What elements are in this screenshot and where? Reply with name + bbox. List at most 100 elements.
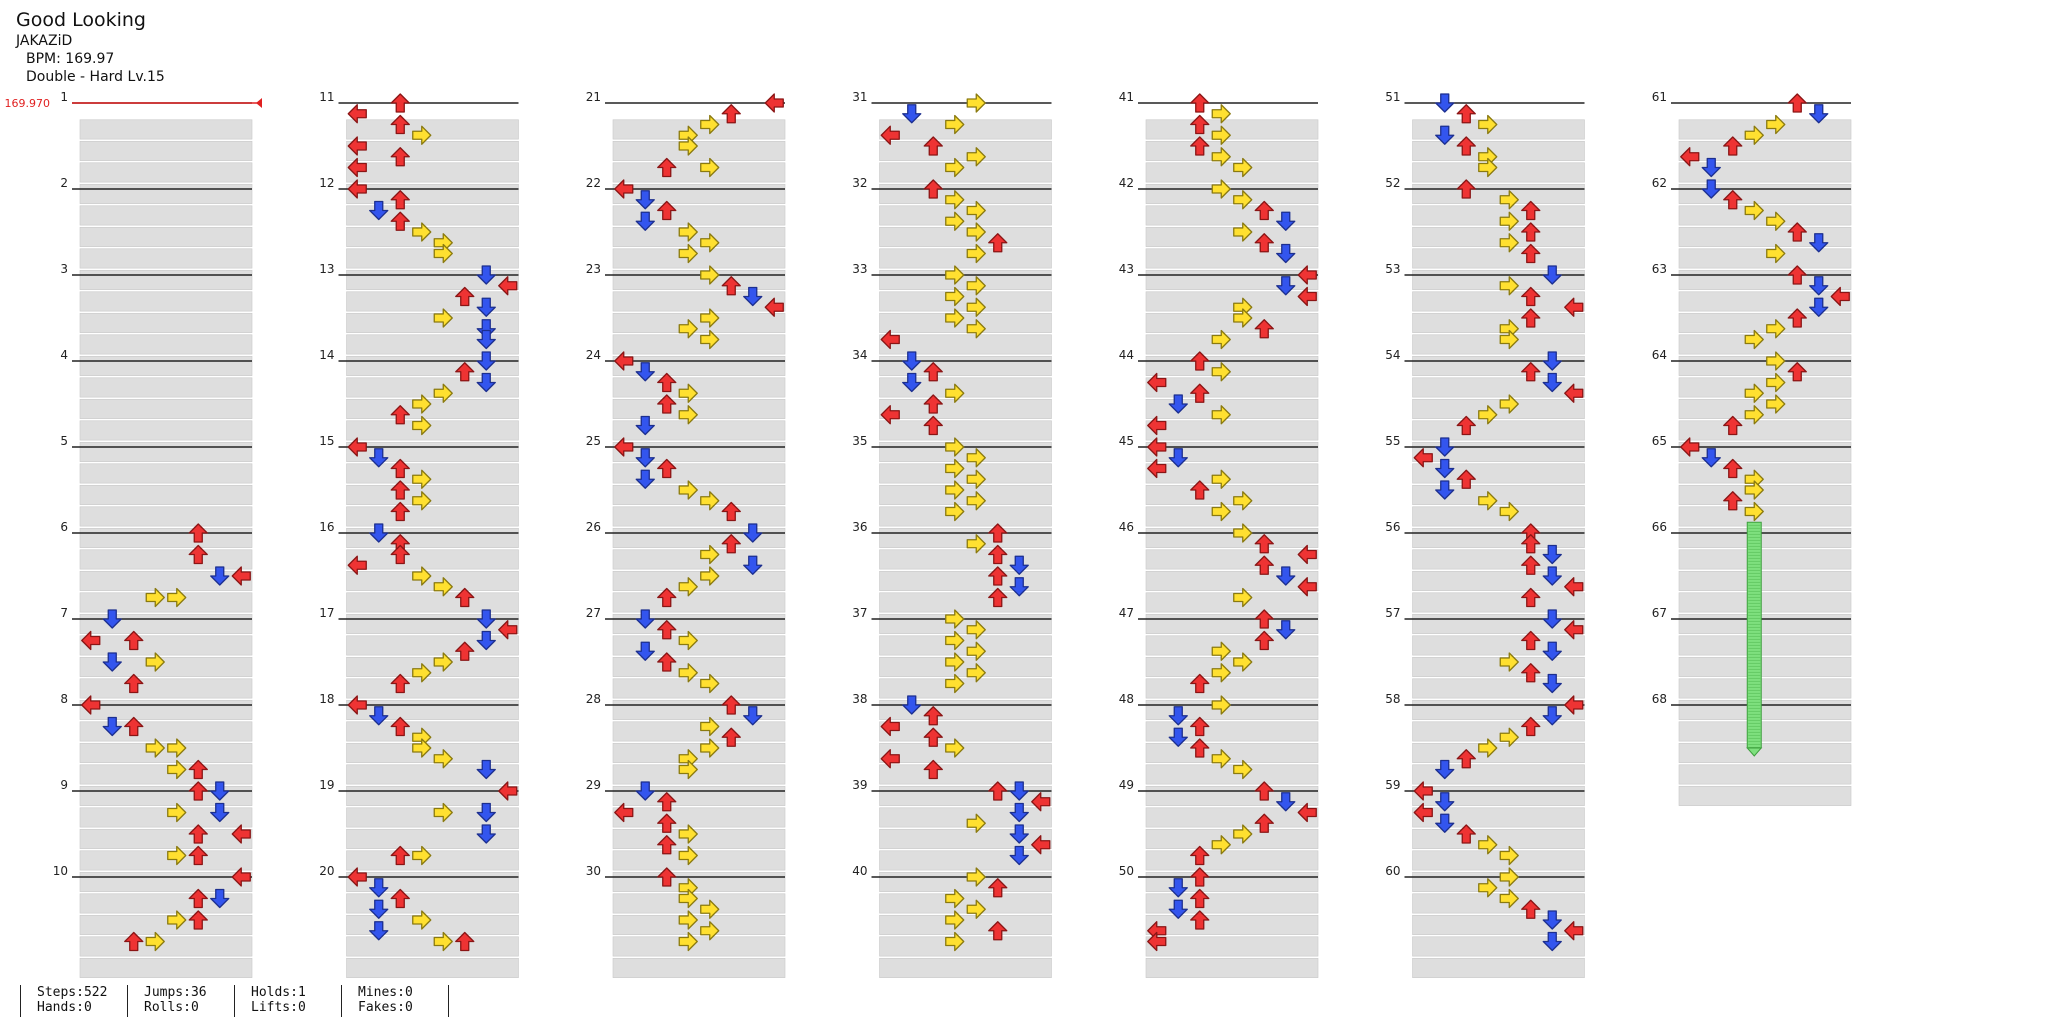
beat-stripe: [79, 721, 253, 742]
arrow-right-icon: [678, 405, 698, 425]
measure-number: 12: [319, 176, 334, 190]
measure-number: 50: [1119, 864, 1134, 878]
arrow-up-icon: [657, 458, 677, 479]
beat-stripe: [79, 678, 253, 699]
beat-stripe: [879, 291, 1052, 312]
arrow-up-icon: [455, 286, 475, 307]
song-bpm: BPM: 169.97: [26, 51, 115, 67]
arrow-right-icon: [433, 802, 453, 823]
arrow-down-icon: [1435, 792, 1455, 812]
arrow-right-icon: [966, 200, 986, 221]
beat-stripe: [1412, 484, 1585, 505]
arrow-up-icon: [657, 652, 677, 672]
beat-stripe: [1145, 291, 1319, 312]
beat-stripe: [1145, 828, 1319, 849]
beat-stripe: [1678, 764, 1852, 785]
beat-stripe: [1145, 527, 1319, 548]
arrow-up-icon: [1723, 491, 1743, 511]
arrow-up-icon: [390, 845, 410, 866]
arrow-right-icon: [412, 394, 432, 414]
beat-stripe: [879, 119, 1052, 140]
beat-stripe: [346, 742, 519, 763]
beat-stripe: [879, 506, 1052, 527]
beat-stripe: [79, 506, 253, 527]
measure-number: 6: [60, 520, 68, 534]
arrow-up-icon: [188, 845, 208, 866]
beat-stripe: [79, 699, 253, 720]
arrow-up-icon: [390, 458, 410, 479]
beat-stripe: [879, 312, 1052, 333]
measure-number: 66: [1652, 520, 1667, 534]
beat-stripe: [1412, 807, 1585, 828]
beat-stripe: [346, 893, 519, 914]
beat-stripe: [1412, 656, 1585, 677]
beat-stripe: [346, 377, 519, 398]
beat-stripe: [346, 183, 519, 204]
arrow-up-icon: [1190, 867, 1210, 887]
beat-stripe: [1412, 119, 1585, 140]
arrow-right-icon: [412, 222, 432, 242]
arrow-down-icon: [1435, 480, 1455, 500]
beat-stripe: [612, 613, 786, 634]
beat-stripe: [346, 355, 519, 376]
beat-stripe: [612, 484, 786, 505]
beat-stripe: [79, 355, 253, 376]
arrow-right-icon: [1478, 738, 1498, 758]
beat-stripe: [1145, 377, 1319, 398]
arrow-down-icon: [1168, 727, 1188, 747]
arrow-down-icon: [476, 297, 496, 317]
arrow-left-icon: [1564, 577, 1584, 597]
arrow-right-icon: [700, 566, 720, 586]
measure-number: 48: [1119, 692, 1134, 706]
beat-stripe: [879, 721, 1052, 742]
arrow-up-icon: [1787, 308, 1807, 328]
arrow-up-icon: [1456, 136, 1476, 156]
arrow-right-icon: [1211, 469, 1231, 489]
beat-stripe: [1678, 291, 1852, 312]
arrow-right-icon: [433, 577, 453, 597]
arrow-right-icon: [412, 125, 432, 145]
arrow-right-icon: [145, 652, 165, 672]
arrow-right-icon: [1233, 587, 1253, 608]
arrow-down-icon: [476, 802, 496, 823]
arrow-down-icon: [635, 190, 655, 210]
arrow-left-icon: [1297, 286, 1317, 307]
arrow-up-icon: [1521, 243, 1541, 264]
arrow-down-icon: [743, 523, 763, 543]
arrow-right-icon: [1233, 824, 1253, 844]
arrow-up-icon: [923, 706, 943, 726]
arrow-left-icon: [764, 93, 784, 113]
stat-lifts: Lifts:0: [251, 1000, 306, 1015]
measure-number: 41: [1119, 90, 1134, 104]
arrow-right-icon: [678, 383, 698, 403]
arrow-right-icon: [945, 910, 965, 930]
beat-stripe: [1678, 656, 1852, 677]
beat-stripe: [79, 377, 253, 398]
arrow-up-icon: [1521, 222, 1541, 242]
arrow-left-icon: [1031, 835, 1051, 855]
arrow-up-icon: [923, 415, 943, 436]
measure-number: 60: [1385, 864, 1400, 878]
beat-stripe: [879, 527, 1052, 548]
arrow-left-icon: [880, 749, 900, 769]
arrow-right-icon: [966, 641, 986, 661]
beat-stripe: [1678, 140, 1852, 161]
beat-stripe: [1145, 119, 1319, 140]
arrow-up-icon: [1190, 351, 1210, 371]
beat-stripe: [1412, 398, 1585, 419]
arrow-right-icon: [412, 415, 432, 436]
arrow-down-icon: [635, 609, 655, 629]
arrow-right-icon: [945, 458, 965, 479]
arrow-up-icon: [721, 727, 741, 747]
beat-stripe: [346, 420, 519, 441]
beat-stripe: [1412, 355, 1585, 376]
arrow-up-icon: [455, 587, 475, 608]
arrow-up-icon: [721, 695, 741, 715]
measure-number: 45: [1119, 434, 1134, 448]
bpm-marker-label: 169.970: [5, 97, 51, 110]
arrow-up-icon: [1521, 555, 1541, 575]
arrow-down-icon: [1542, 566, 1562, 586]
hold-tail: [1746, 747, 1763, 757]
measure-number: 8: [60, 692, 68, 706]
arrow-up-icon: [923, 136, 943, 156]
